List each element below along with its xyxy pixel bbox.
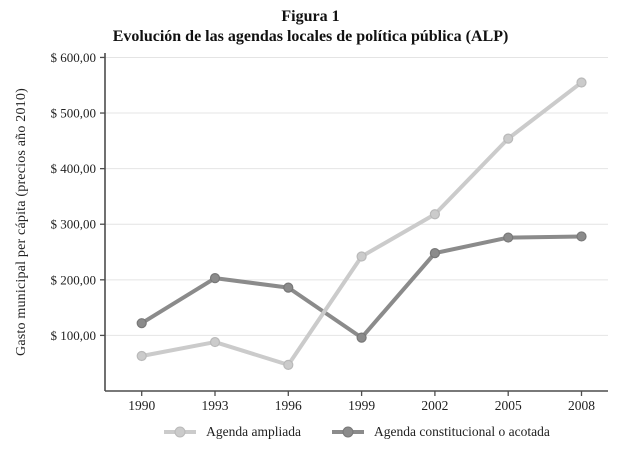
y-tick-label-300: $ 300,00: [51, 217, 97, 232]
data-point-agenda-ampliada-2008: [576, 77, 587, 88]
legend-label-agenda-ampliada: Agenda ampliada: [206, 424, 302, 439]
legend: Agenda ampliada Agenda constitucional o …: [105, 424, 608, 440]
data-point-agenda-constitucional-2005: [503, 232, 514, 243]
y-tick-label-600: $ 600,00: [51, 50, 97, 65]
data-point-agenda-constitucional-2008: [576, 231, 587, 242]
series-line-agenda-ampliada: [139, 80, 584, 367]
y-tick-label-200: $ 200,00: [51, 272, 97, 287]
x-tick-label-1996: 1996: [275, 398, 302, 413]
y-tick-label-500: $ 500,00: [51, 106, 97, 121]
data-point-agenda-constitucional-2002: [429, 248, 440, 259]
data-point-agenda-ampliada-2002: [429, 209, 440, 220]
data-point-agenda-ampliada-2005: [503, 133, 514, 144]
data-point-agenda-ampliada-1999: [356, 251, 367, 262]
chart-subtitle: Evolución de las agendas locales de polí…: [112, 28, 509, 45]
chart-title: Figura 1: [281, 8, 340, 25]
data-point-agenda-constitucional-1993: [209, 273, 221, 284]
data-point-agenda-constitucional-1999: [356, 332, 367, 343]
data-point-agenda-constitucional-1996: [283, 282, 294, 293]
y-tick-label-100: $ 100,00: [51, 328, 97, 343]
data-point-agenda-ampliada-1996: [283, 359, 294, 370]
x-tick-label-2005: 2005: [495, 398, 522, 413]
legend-item-agenda-constitucional: Agenda constitucional o acotada: [331, 424, 550, 440]
x-tick-label-1990: 1990: [128, 398, 155, 413]
legend-label-agenda-constitucional: Agenda constitucional o acotada: [374, 424, 550, 439]
legend-item-agenda-ampliada: Agenda ampliada: [163, 424, 301, 440]
data-point-agenda-ampliada-1990: [136, 350, 147, 362]
legend-marker-agenda-constitucional-icon: [332, 426, 365, 438]
data-point-agenda-ampliada-1993: [209, 336, 221, 348]
y-tick-label-400: $ 400,00: [51, 161, 97, 176]
x-tick-label-2002: 2002: [421, 398, 448, 413]
x-tick-label-1993: 1993: [202, 398, 229, 413]
legend-marker-agenda-ampliada-icon: [164, 426, 197, 438]
data-point-agenda-constitucional-1990: [136, 318, 147, 329]
x-tick-label-1999: 1999: [348, 398, 375, 413]
x-tick-label-2008: 2008: [568, 398, 595, 413]
